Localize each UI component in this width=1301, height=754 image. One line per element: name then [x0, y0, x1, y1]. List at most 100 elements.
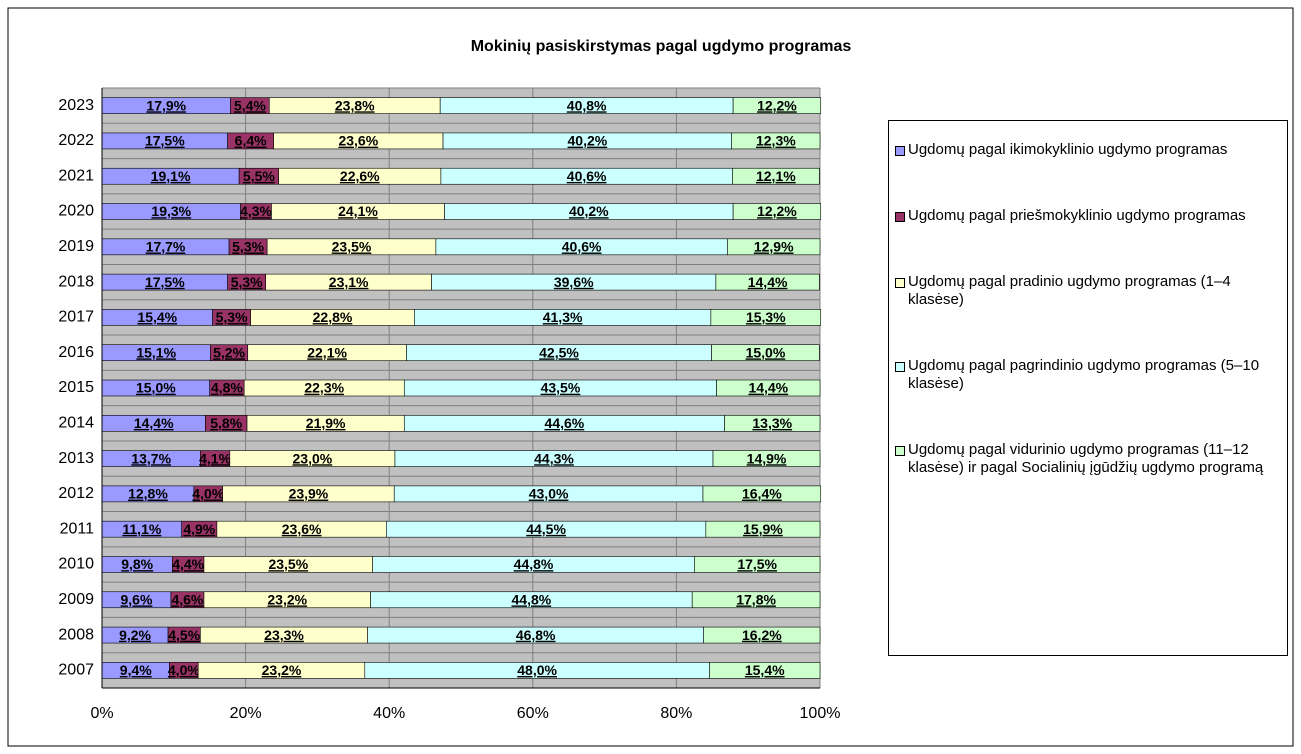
- data-label: 13,3%: [752, 415, 792, 431]
- bar-segment: [691, 591, 821, 609]
- data-label: 4,3%: [240, 203, 272, 219]
- bar-segment: [705, 520, 821, 538]
- data-label: 40,8%: [567, 97, 607, 113]
- data-label: 46,8%: [516, 627, 556, 643]
- bar-segment: [694, 556, 821, 573]
- data-label: 17,5%: [145, 274, 185, 290]
- data-label: 22,1%: [307, 344, 347, 360]
- data-label: 4,5%: [168, 627, 200, 643]
- x-tick-label: 80%: [660, 705, 692, 722]
- data-label: 5,4%: [234, 97, 266, 113]
- y-tick-label: 2011: [60, 520, 95, 537]
- bar-segment: [711, 344, 820, 362]
- bar-segment: [716, 379, 821, 397]
- data-label: 23,1%: [329, 274, 369, 290]
- bar-segment: [732, 167, 820, 185]
- legend-item: Ugdomų pagal ikimokyklinio ugdymo progra…: [895, 141, 1279, 159]
- data-label: 5,3%: [216, 309, 248, 325]
- data-label: 12,1%: [756, 168, 796, 184]
- data-label: 14,9%: [747, 450, 787, 466]
- data-label: 17,5%: [737, 556, 777, 572]
- bar-segment: [715, 273, 820, 291]
- data-label: 17,5%: [145, 133, 185, 149]
- data-label: 13,7%: [131, 450, 171, 466]
- data-label: 17,9%: [146, 97, 186, 113]
- legend-label: Ugdomų pagal pradinio ugdymo programas (…: [908, 273, 1231, 308]
- data-label: 17,8%: [736, 591, 776, 607]
- data-label: 15,0%: [136, 380, 176, 396]
- data-label: 22,8%: [313, 309, 353, 325]
- data-label: 12,8%: [128, 486, 168, 502]
- legend-item: Ugdomų pagal pradinio ugdymo programas (…: [895, 273, 1279, 309]
- data-label: 24,1%: [338, 203, 378, 219]
- chart-title: Mokinių pasiskirstymas pagal ugdymo prog…: [471, 38, 852, 55]
- data-label: 4,9%: [183, 521, 215, 537]
- bar-segment: [702, 485, 822, 503]
- legend-item: Ugdomų pagal priešmokyklinio ugdymo prog…: [895, 207, 1279, 225]
- legend-item: Ugdomų pagal vidurinio ugdymo programas …: [895, 441, 1279, 477]
- data-label: 39,6%: [554, 274, 594, 290]
- data-label: 4,0%: [192, 486, 224, 502]
- data-label: 15,9%: [743, 521, 783, 537]
- y-tick-label: 2019: [58, 238, 94, 255]
- legend-label: Ugdomų pagal pagrindinio ugdymo programa…: [908, 357, 1260, 392]
- data-label: 23,0%: [293, 450, 333, 466]
- data-label: 15,4%: [137, 309, 177, 325]
- data-label: 19,1%: [151, 168, 191, 184]
- legend-label: Ugdomų pagal vidurinio ugdymo programas …: [908, 441, 1264, 476]
- data-label: 11,1%: [122, 521, 161, 537]
- data-label: 16,2%: [742, 627, 782, 643]
- data-label: 40,2%: [568, 133, 608, 149]
- data-label: 23,3%: [264, 627, 304, 643]
- data-label: 5,3%: [231, 274, 263, 290]
- data-label: 23,6%: [282, 521, 322, 537]
- data-label: 4,1%: [199, 450, 231, 466]
- data-label: 5,5%: [243, 168, 275, 184]
- data-label: 44,3%: [534, 450, 574, 466]
- data-label: 48,0%: [517, 662, 557, 678]
- data-label: 5,2%: [213, 344, 245, 360]
- legend-swatch: [895, 446, 905, 456]
- bar-segment: [710, 309, 822, 326]
- data-label: 43,5%: [541, 380, 581, 396]
- y-tick-label: 2021: [58, 167, 94, 184]
- x-tick-label: 40%: [373, 705, 405, 722]
- data-label: 5,8%: [210, 415, 242, 431]
- data-label: 23,8%: [335, 97, 375, 113]
- y-tick-label: 2013: [58, 450, 94, 467]
- data-label: 14,4%: [748, 380, 788, 396]
- data-label: 5,3%: [232, 239, 264, 255]
- data-label: 4,0%: [168, 662, 200, 678]
- legend: Ugdomų pagal ikimokyklinio ugdymo progra…: [888, 120, 1288, 656]
- bar-segment: [712, 450, 821, 467]
- data-label: 4,6%: [171, 591, 203, 607]
- data-label: 41,3%: [543, 309, 583, 325]
- bar-segment: [732, 203, 822, 220]
- data-label: 23,9%: [289, 486, 329, 502]
- legend-label: Ugdomų pagal ikimokyklinio ugdymo progra…: [908, 141, 1228, 158]
- data-label: 40,2%: [569, 203, 609, 219]
- data-label: 22,3%: [304, 380, 344, 396]
- bar-segment: [732, 97, 822, 114]
- data-label: 22,6%: [340, 168, 380, 184]
- legend-swatch: [895, 278, 905, 288]
- data-label: 43,0%: [529, 486, 569, 502]
- data-label: 23,2%: [267, 591, 307, 607]
- data-label: 44,6%: [545, 415, 585, 431]
- y-tick-label: 2012: [58, 485, 94, 502]
- data-label: 19,3%: [151, 203, 191, 219]
- y-tick-label: 2010: [58, 556, 94, 573]
- data-label: 9,4%: [120, 662, 152, 678]
- bar-segment: [727, 238, 821, 256]
- data-label: 15,3%: [746, 309, 786, 325]
- legend-swatch: [895, 146, 905, 156]
- data-label: 23,5%: [268, 556, 308, 572]
- y-tick-label: 2020: [58, 203, 94, 220]
- bar-segment: [709, 662, 821, 679]
- data-label: 16,4%: [742, 486, 782, 502]
- x-tick-label: 20%: [230, 705, 262, 722]
- y-tick-label: 2023: [58, 97, 94, 114]
- data-label: 12,9%: [754, 239, 794, 255]
- x-tick-label: 100%: [800, 705, 841, 722]
